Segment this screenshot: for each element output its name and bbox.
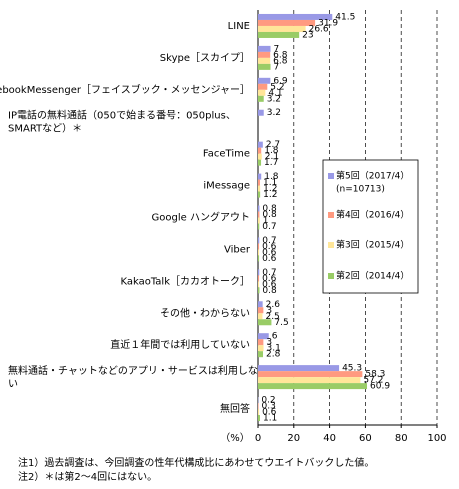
- value-label: 41.5: [335, 12, 355, 22]
- x-tick-label: 80: [395, 433, 408, 444]
- bar: [258, 237, 259, 243]
- y-tick-label: iMessage: [203, 181, 250, 192]
- x-tick-label: 0: [255, 433, 261, 444]
- x-axis-label: （%）: [220, 432, 250, 444]
- bar: [258, 351, 263, 357]
- value-label: 23: [302, 30, 313, 40]
- legend-label: 第3回（2015/4）: [336, 239, 409, 251]
- bar: [258, 383, 367, 389]
- bar: [258, 243, 259, 249]
- bar: [258, 52, 270, 58]
- bar: [258, 275, 259, 281]
- legend-note: (n=10713): [336, 185, 385, 195]
- legend-label: 第4回（2016/4）: [336, 209, 409, 221]
- value-label: 0.8: [262, 286, 277, 296]
- bar: [258, 287, 259, 293]
- bar: [258, 78, 270, 84]
- bar: [258, 365, 339, 371]
- bar: [258, 20, 315, 26]
- bar: [258, 281, 259, 287]
- bar: [258, 160, 261, 166]
- bar: [258, 46, 271, 52]
- bar: [258, 345, 264, 351]
- y-tick-label: KakaoTalk［カカオトーク］: [120, 275, 250, 287]
- value-label: 1.1: [263, 414, 277, 424]
- legend-swatch: [328, 273, 334, 279]
- bar: [258, 58, 270, 64]
- value-label: 0.7: [262, 222, 276, 232]
- footnote: 注2）＊は第2～4回にはない。: [18, 470, 157, 483]
- bar: [258, 148, 261, 154]
- legend-swatch: [328, 173, 334, 179]
- bar: [258, 192, 260, 198]
- y-tick-label: 無回答: [220, 402, 250, 415]
- bar: [258, 142, 263, 148]
- y-tick-label: 直近１年間では利用していない: [110, 338, 250, 351]
- y-tick-label: FaceTime: [203, 149, 250, 160]
- y-tick-label: Google ハングアウト: [152, 211, 250, 224]
- bar: [258, 313, 262, 319]
- value-label: 1.7: [264, 158, 278, 168]
- value-label: 3.2: [267, 94, 281, 104]
- bar: [258, 206, 259, 212]
- bar: [258, 307, 263, 313]
- bar: [258, 154, 262, 160]
- legend-swatch: [328, 242, 334, 248]
- bar: [258, 371, 362, 377]
- x-tick-label: 60: [359, 433, 372, 444]
- bar: [258, 212, 259, 218]
- bar: [258, 319, 271, 325]
- bar: [258, 32, 299, 38]
- bar: [258, 409, 259, 415]
- value-label: 6: [272, 332, 278, 342]
- bar: [258, 180, 260, 186]
- bar: [258, 110, 264, 116]
- x-tick-label: 40: [323, 433, 336, 444]
- x-tick-label: 20: [287, 433, 300, 444]
- bar: [258, 249, 259, 255]
- y-tick-label: Viber: [224, 244, 251, 255]
- legend-swatch: [328, 212, 334, 218]
- y-tick-label: Skype［スカイプ］: [160, 52, 250, 64]
- value-label: 1.2: [263, 190, 277, 200]
- bar: [258, 255, 259, 261]
- bar: [258, 224, 259, 230]
- y-tick-label: その他・わからない: [160, 306, 250, 319]
- bar: [258, 301, 263, 307]
- legend-label: 第5回（2017/4）: [336, 170, 409, 182]
- y-tick-label: LINE: [228, 21, 250, 32]
- footnote: 注1）過去調査は、今回調査の性年代構成比にあわせてウエイトバックした値。: [18, 456, 374, 469]
- legend-label: 第2回（2014/4）: [336, 270, 409, 282]
- bar: [258, 64, 271, 70]
- value-label: 0.6: [262, 254, 277, 264]
- y-tick-label: 無料通話・チャットなどのアプリ・サービスは利用しない: [8, 364, 258, 390]
- value-label: 7.5: [274, 318, 288, 328]
- bar: [258, 377, 360, 383]
- bar: [258, 84, 267, 90]
- y-tick-label: FacebookMessenger［フェイスブック・メッセンジャー］: [0, 83, 250, 96]
- bar: [258, 415, 260, 421]
- bar: [258, 174, 261, 180]
- bar: [258, 218, 260, 224]
- bar: [258, 90, 265, 96]
- value-label: 7: [274, 62, 280, 72]
- bar: [258, 26, 306, 32]
- value-label: 60.9: [370, 382, 390, 392]
- bar: [258, 269, 259, 275]
- x-tick-label: 100: [427, 433, 446, 444]
- bar: [258, 96, 264, 102]
- bar: [258, 403, 259, 409]
- value-label: 3.2: [267, 108, 281, 118]
- bar: [258, 186, 260, 192]
- bar: [258, 339, 263, 345]
- value-label: 2.8: [266, 350, 281, 360]
- y-tick-label: IP電話の無料通話（050で始まる番号：050plus、SMARTなど）＊: [8, 109, 236, 135]
